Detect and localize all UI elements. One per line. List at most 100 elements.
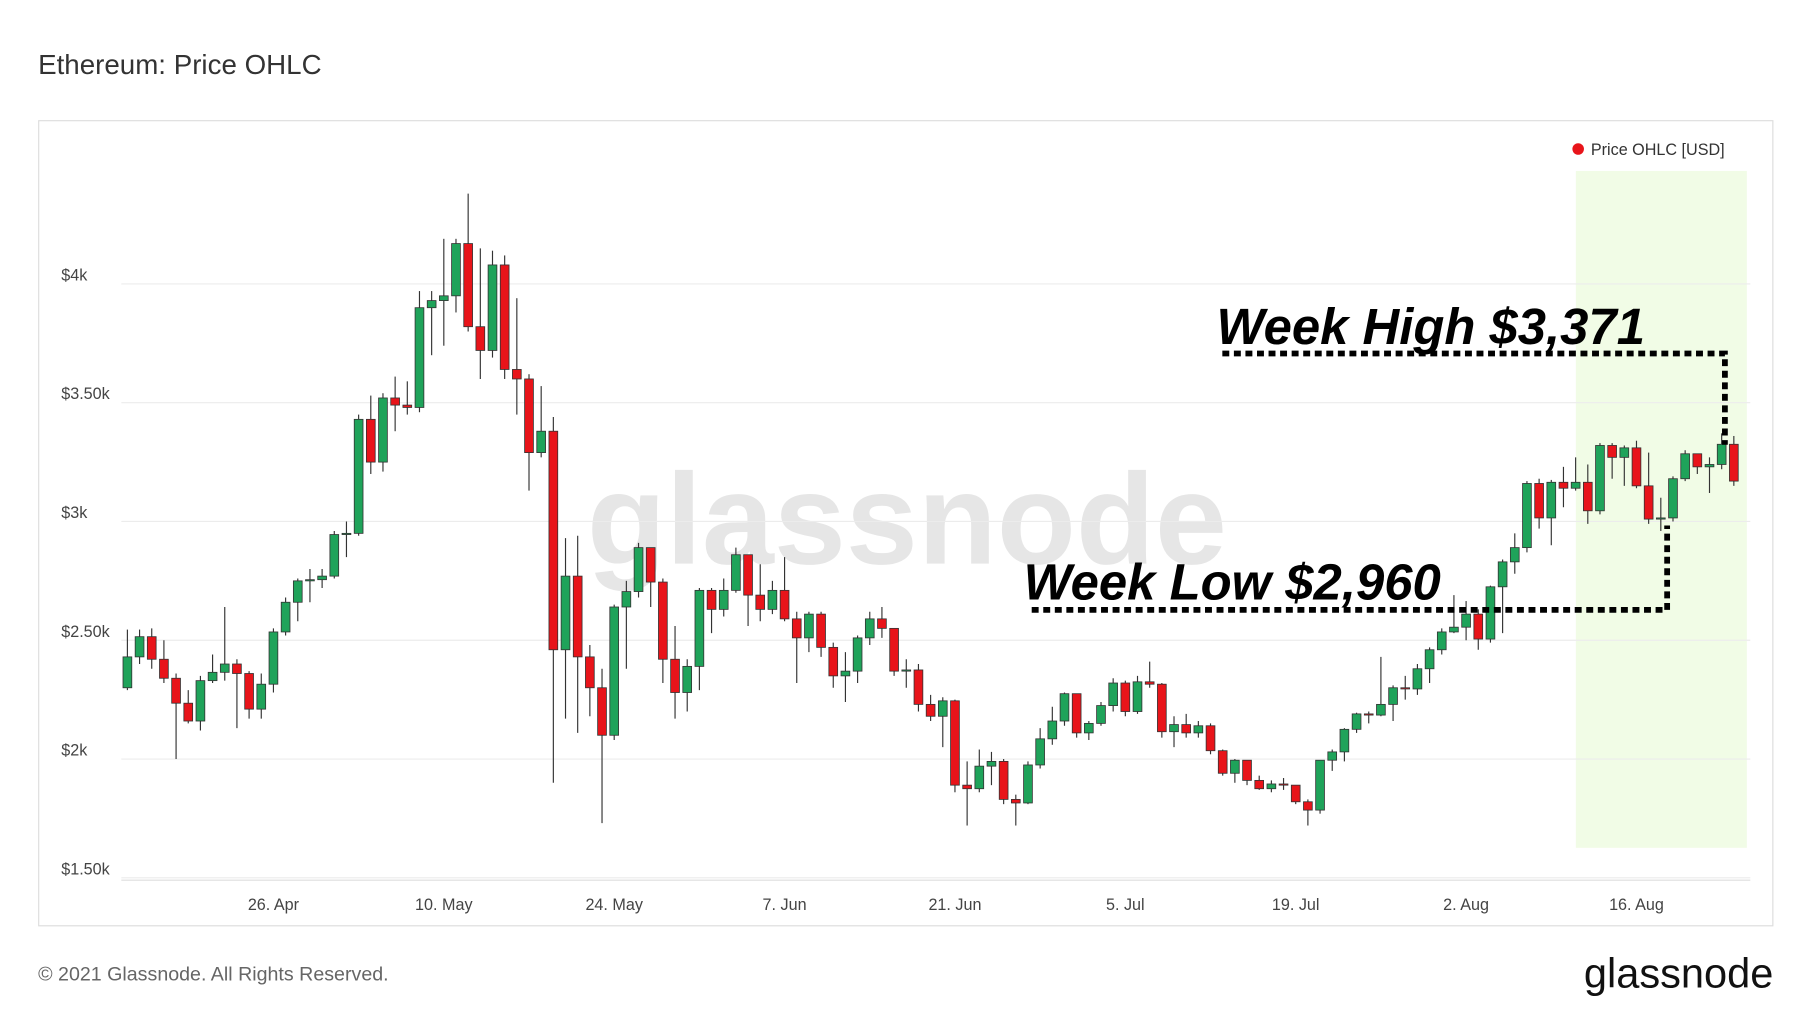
candle-body (1522, 483, 1532, 549)
x-tick-label: 26. Apr (248, 896, 300, 914)
candle-body (609, 606, 619, 736)
logo: glassnode (1584, 950, 1774, 997)
candle-body (1242, 759, 1252, 781)
x-tick-label: 24. May (585, 896, 643, 914)
candle-body (1254, 779, 1265, 790)
candle-body (1461, 613, 1471, 628)
candle-body (512, 369, 522, 380)
candle-body (219, 663, 230, 673)
candle-body (828, 646, 839, 677)
candle-body (767, 589, 778, 610)
candle-body (1619, 447, 1630, 458)
candle-body (645, 547, 656, 583)
candle-body (244, 673, 254, 710)
candle-body (378, 397, 388, 463)
candle-body (998, 760, 1009, 800)
candle-body (1534, 483, 1544, 519)
candle-body (694, 589, 705, 667)
candle-body (1096, 705, 1106, 724)
candle-body (682, 665, 693, 693)
candle-body (913, 669, 924, 705)
candle-body (414, 307, 425, 408)
candle-body (171, 677, 181, 704)
candle-body (329, 534, 340, 577)
candle-body (1132, 681, 1143, 712)
candle-body (1473, 613, 1484, 640)
candle-body (633, 547, 644, 592)
candles (122, 193, 1739, 826)
candle-body (159, 658, 169, 679)
candle-body (1729, 443, 1739, 482)
candle-body (548, 430, 559, 651)
y-tick-label: $2k (61, 742, 88, 760)
candle-body (292, 580, 303, 603)
candle-body (572, 575, 583, 658)
low-bracket (1031, 525, 1671, 613)
candle-body (183, 702, 194, 722)
candle-body (1716, 443, 1727, 465)
candle-body (1558, 481, 1569, 489)
candle-body (755, 594, 766, 610)
watermark: glassnode (587, 448, 1227, 592)
candle-body (1157, 683, 1167, 733)
candle-body (1388, 687, 1398, 705)
x-tick-label: 7. Jun (763, 896, 807, 914)
candle-body (1668, 478, 1678, 519)
x-tick-label: 16. Aug (1609, 896, 1664, 914)
candle-body (1278, 783, 1289, 786)
candle-body (1692, 453, 1703, 468)
candle-body (390, 397, 400, 406)
candle-body (950, 700, 960, 786)
candle-body (670, 658, 680, 693)
annotation: Week Low $2,960 (1024, 553, 1441, 610)
candle-body (1656, 517, 1666, 520)
candle-body (1290, 784, 1301, 803)
candle-body (1327, 751, 1338, 761)
candle-body (207, 671, 218, 682)
candle-body (974, 765, 985, 790)
candle-body (864, 618, 875, 639)
candle-body (925, 703, 936, 717)
candle-body (122, 656, 133, 689)
candle-body (560, 575, 571, 651)
candle-body (889, 627, 899, 672)
annotation: Week High $3,371 (1217, 298, 1645, 355)
x-tick-label: 10. May (415, 896, 473, 914)
candle-body (256, 683, 267, 710)
candle-body (487, 264, 498, 351)
candle-body (840, 670, 851, 677)
candle-body (353, 418, 364, 534)
candle-body (1011, 798, 1021, 804)
candle-body (901, 669, 912, 672)
candle-body (1315, 759, 1325, 811)
candle-body (804, 613, 814, 639)
x-tick-label: 21. Jun (928, 896, 981, 914)
candle-body (366, 418, 376, 463)
candle-body (1303, 801, 1313, 811)
x-tick-label: 2. Aug (1443, 896, 1489, 914)
legend-label: Price OHLC [USD] (1591, 141, 1725, 159)
candle-body (232, 663, 242, 674)
candle-body (1169, 724, 1179, 733)
candle-body (791, 618, 802, 639)
candle-body (1631, 447, 1642, 487)
x-tick-label: 19. Jul (1272, 896, 1320, 914)
candle-body (1351, 713, 1362, 730)
candle-body (463, 243, 473, 328)
legend-marker (1572, 143, 1584, 155)
candle-body (1436, 631, 1447, 651)
y-tick-label: $3k (61, 504, 88, 522)
candle-body (1546, 481, 1557, 519)
candle-body (536, 430, 546, 454)
chart-title: Ethereum: Price OHLC (38, 49, 321, 80)
candle-body (268, 631, 279, 685)
candle-body (1607, 445, 1617, 458)
candle-body (451, 243, 461, 297)
x-tick-label: 5. Jul (1106, 896, 1145, 914)
candle-body (1339, 728, 1350, 753)
candle-body (937, 700, 948, 717)
candle-body (499, 264, 510, 370)
candle-body (731, 554, 741, 591)
candle-body (1583, 481, 1593, 512)
candle-body (1071, 693, 1082, 734)
